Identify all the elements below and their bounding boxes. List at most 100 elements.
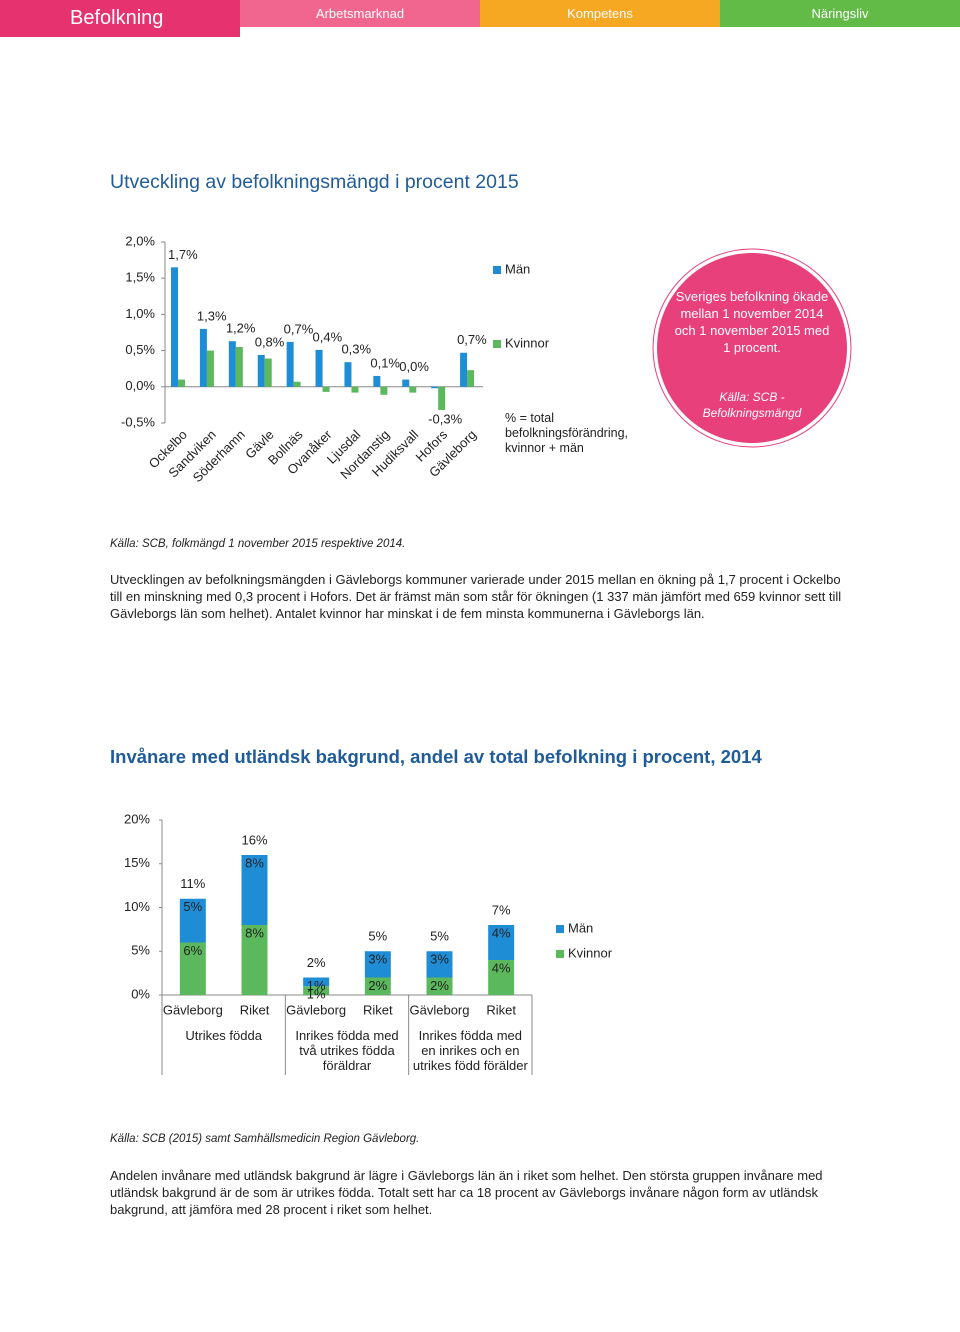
legend-note: % = total befolkningsförändring, kvinnor…	[505, 411, 628, 455]
bar	[199, 328, 207, 387]
bar	[235, 346, 243, 387]
y-tick-label: 10%	[124, 899, 150, 914]
legend-swatch	[556, 925, 564, 933]
segment-label: 2%	[368, 978, 387, 993]
total-label: 0,3%	[341, 342, 371, 357]
total-label: 1,3%	[197, 308, 227, 323]
total-label: 1,7%	[168, 247, 198, 262]
legend-label: Kvinnor	[505, 335, 550, 350]
total-label: 1,2%	[226, 321, 256, 336]
group-label: Inrikes födda med en inrikes och en utri…	[412, 1028, 528, 1073]
segment-label: 6%	[183, 943, 202, 958]
legend-swatch	[493, 340, 501, 348]
legend-swatch	[556, 950, 564, 958]
bar	[228, 341, 236, 387]
bar	[171, 267, 178, 387]
total-label: 5%	[430, 929, 449, 944]
total-label: 0,7%	[284, 321, 314, 336]
bar	[431, 386, 439, 389]
callout-source: Källa: SCB - Befolkningsmängd	[702, 390, 802, 420]
nav-tab[interactable]: Arbetsmarknad	[240, 0, 480, 27]
total-label: 0,8%	[255, 334, 285, 349]
bar	[380, 386, 388, 395]
group-label: Inrikes födda med två utrikes födda förä…	[295, 1028, 399, 1073]
y-tick-label: -0,5%	[121, 414, 155, 429]
total-label: 16%	[241, 832, 267, 847]
total-label: -0,3%	[428, 411, 462, 426]
total-label: 0,4%	[313, 329, 343, 344]
section-heading: Invånare med utländsk bakgrund, andel av…	[110, 746, 762, 767]
bar-segment	[364, 977, 391, 995]
y-tick-label: 2,0%	[125, 233, 155, 248]
bar	[344, 362, 352, 387]
total-label: 0,7%	[457, 332, 487, 347]
segment-label: 3%	[430, 952, 449, 967]
bar	[467, 370, 475, 387]
y-tick-label: 0,0%	[125, 378, 155, 393]
bar-segment	[241, 855, 268, 925]
bar	[264, 358, 272, 387]
legend-label: Män	[505, 261, 530, 276]
nav-tab[interactable]: Befolkning	[0, 0, 240, 37]
legend-swatch	[493, 266, 501, 274]
x-tick-label: Gävleborg	[410, 1002, 470, 1017]
x-tick-label: Riket	[240, 1002, 270, 1017]
bar-segment	[426, 951, 453, 978]
y-tick-label: 15%	[124, 855, 150, 870]
bar-segment	[364, 951, 391, 978]
bar	[315, 349, 323, 387]
segment-label: 1%	[307, 978, 326, 993]
y-tick-label: 1,5%	[125, 270, 155, 285]
bar	[286, 341, 294, 387]
segment-label: 5%	[183, 899, 202, 914]
bar	[438, 386, 446, 410]
segment-label: 4%	[492, 925, 511, 940]
source-note: Källa: SCB, folkmängd 1 november 2015 re…	[110, 538, 406, 550]
bar	[373, 375, 381, 387]
bar	[293, 381, 301, 387]
bar	[409, 386, 417, 393]
segment-label: 8%	[245, 925, 264, 940]
segment-label: 2%	[430, 978, 449, 993]
bar	[257, 354, 265, 387]
bar-segment	[488, 960, 515, 995]
total-label: 0,0%	[399, 359, 429, 374]
y-tick-label: 1,0%	[125, 306, 155, 321]
bar-segment	[488, 925, 515, 960]
x-tick-label: Riket	[486, 1002, 516, 1017]
paragraph: Utvecklingen av befolkningsmängden i Gäv…	[110, 572, 842, 621]
bar	[322, 386, 330, 392]
segment-label: 4%	[492, 960, 511, 975]
x-tick-label: Riket	[363, 1002, 393, 1017]
total-label: 2%	[307, 955, 326, 970]
y-tick-label: 0%	[131, 986, 150, 1001]
nav-tab[interactable]: Näringsliv	[720, 0, 960, 27]
bar-segment	[303, 986, 330, 995]
bar	[206, 350, 214, 387]
bar-segment	[241, 925, 268, 995]
source-note: Källa: SCB (2015) samt Samhällsmedicin R…	[110, 1133, 420, 1145]
total-label: 11%	[180, 876, 205, 891]
y-tick-label: 20%	[124, 811, 150, 826]
bar-segment	[426, 977, 453, 995]
x-tick-label: Gävleborg	[286, 1002, 346, 1017]
group-label: Utrikes födda	[185, 1028, 262, 1043]
x-tick-label: Gävleborg	[163, 1002, 223, 1017]
bar-segment	[179, 898, 206, 943]
callout-circle	[657, 253, 847, 443]
nav-tab[interactable]: Kompetens	[480, 0, 720, 27]
callout-text: Sveriges befolkning ökade mellan 1 novem…	[674, 289, 830, 355]
y-tick-label: 0,5%	[125, 342, 155, 357]
section-heading: Utveckling av befolkningsmängd i procent…	[110, 171, 519, 193]
bar	[460, 352, 468, 387]
total-label: 0,1%	[370, 355, 400, 370]
total-label: 5%	[368, 929, 387, 944]
segment-label: 8%	[245, 855, 264, 870]
legend-label: Män	[568, 920, 593, 935]
bar	[402, 379, 410, 387]
y-tick-label: 5%	[131, 943, 150, 958]
segment-label: 1%	[307, 987, 326, 1002]
